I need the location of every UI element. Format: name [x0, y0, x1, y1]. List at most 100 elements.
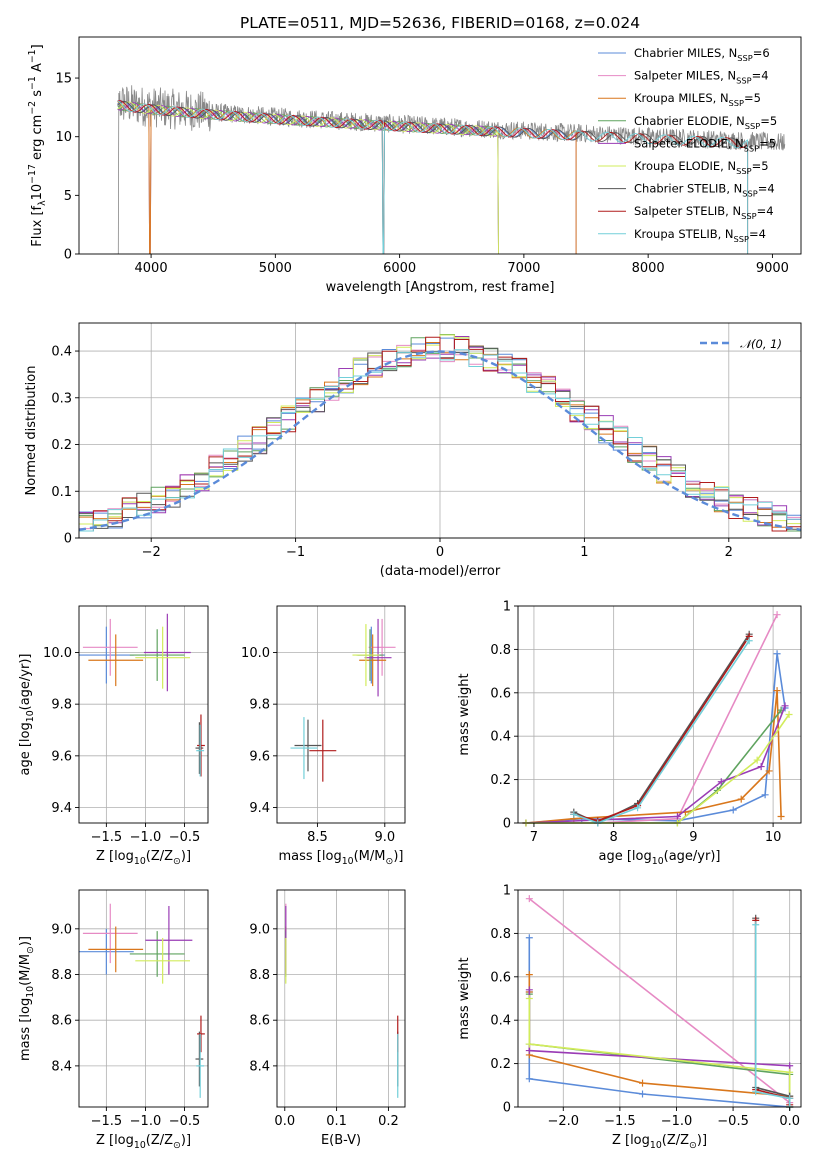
axes-frame: [78, 889, 209, 1108]
weight-marker: [752, 921, 760, 929]
weight-marker: [752, 1088, 760, 1096]
weight-marker: [773, 687, 781, 695]
y-tick-label: 9.6: [51, 749, 72, 764]
legend-label: Salpeter ELODIE, NSSP=5: [634, 136, 776, 153]
y-tick-label: 0.2: [490, 773, 511, 788]
weight-marker: [781, 702, 789, 710]
normal-curve: [78, 350, 802, 531]
y-axis-label: Normed distribution: [24, 366, 39, 496]
weight-line: [525, 690, 782, 824]
weight-marker: [786, 1068, 794, 1076]
y-axis-label: mass weight: [457, 957, 472, 1039]
mass-vs-ebv-panel: 0.0 0.1 0.2 8.4 8.6 8.8 9.0 E(B-V): [249, 889, 406, 1148]
weight-marker: [729, 806, 737, 814]
x-tick-label: 6000: [383, 261, 416, 276]
weight-line: [528, 998, 791, 1107]
legend-label: Salpeter MILES, NSSP=4: [634, 69, 769, 86]
weight-line: [528, 994, 791, 1107]
weight-marker: [570, 810, 578, 818]
y-tick-label: 9.6: [249, 749, 270, 764]
axes-frame: [517, 889, 802, 1108]
x-axis-label: wavelength [Angstrom, rest frame]: [326, 280, 555, 295]
weight-marker: [761, 791, 769, 799]
weight-line: [754, 918, 791, 1107]
y-tick-label: 15: [55, 72, 72, 87]
x-tick-label: 0.2: [378, 1114, 399, 1129]
y-tick-label: 8.4: [249, 1059, 270, 1074]
y-tick-label: 0: [503, 1101, 511, 1116]
x-axis-label: Z [log10(Z/Z⊙)]: [96, 1133, 191, 1151]
weight-marker: [773, 650, 781, 658]
weight-marker: [525, 986, 533, 994]
x-tick-label: 2: [725, 545, 733, 560]
x-axis-label: age [log10(age/yr)]: [599, 849, 721, 867]
y-tick-label: 5: [64, 189, 72, 204]
legend-label: Kroupa ELODIE, NSSP=5: [634, 159, 769, 176]
y-tick-label: 8.8: [51, 968, 72, 983]
weight-marker: [525, 934, 533, 942]
x-axis-label: Z [log10(Z/Z⊙)]: [612, 1133, 707, 1151]
weight-marker: [777, 812, 785, 820]
x-tick-label: 0: [436, 545, 444, 560]
y-tick-label: 9.8: [51, 698, 72, 713]
y-axis-label: mass weight: [457, 673, 472, 755]
figure-title: PLATE=0511, MJD=52636, FIBERID=0168, z=0…: [240, 14, 640, 32]
weight-marker: [639, 1079, 647, 1087]
legend-label: Chabrier ELODIE, NSSP=5: [634, 114, 777, 131]
x-tick-label: −1.0: [130, 1114, 162, 1129]
spectrum-panel: 4000 5000 6000 7000 8000 9000 0 5 10 15 wavelength…: [27, 36, 802, 295]
weight-line: [528, 974, 791, 1107]
y-tick-label: 9.8: [249, 698, 270, 713]
age-vs-Z-panel: −1.5 −1.0 −0.5 9.4 9.6 9.8 10.0 Z [log10(Z/Z⊙)]…: [18, 605, 209, 867]
x-tick-label: −0.5: [169, 1114, 201, 1129]
x-tick-label: 4000: [135, 261, 168, 276]
x-tick-label: 8000: [632, 261, 665, 276]
x-tick-label: 8: [610, 830, 618, 845]
weight-line: [528, 898, 791, 1107]
age-vs-mass-panel: 8.5 9.0 9.4 9.6 9.8 10.0 mass [log10(M/M⊙)]: [241, 605, 406, 867]
weight-marker: [773, 611, 781, 619]
x-tick-label: 9: [689, 830, 697, 845]
weight-marker: [745, 637, 753, 645]
x-axis-label: E(B-V): [321, 1133, 361, 1148]
y-tick-label: 0.6: [490, 686, 511, 701]
x-axis-label: mass [log10(M/M⊙)]: [279, 849, 404, 867]
weight-marker: [525, 1047, 533, 1055]
mass-weight-vs-Z-panel: −2.0 −1.5 −1.0 −0.5 0.0 0 0.2 0.4 0.6 0.8 1 Z [log1…: [457, 884, 802, 1151]
y-tick-label: 8.6: [51, 1014, 72, 1029]
weight-marker: [673, 812, 681, 820]
weight-line: [573, 640, 750, 824]
y-tick-label: 1: [503, 884, 511, 899]
x-tick-label: 8.5: [307, 830, 328, 845]
x-tick-label: 9000: [756, 261, 789, 276]
model-spectrum-line: [117, 102, 499, 254]
weight-line: [528, 937, 790, 1108]
y-tick-label: 10.0: [43, 646, 72, 661]
weight-line: [526, 614, 778, 824]
weight-marker: [525, 1040, 533, 1048]
y-tick-label: 9.0: [51, 922, 72, 937]
axes-frame: [78, 605, 209, 824]
weight-marker: [634, 804, 642, 812]
axes-frame: [78, 36, 802, 255]
y-tick-label: 9.4: [249, 801, 270, 816]
x-axis-label: (data-model)/error: [380, 564, 501, 579]
y-tick-label: 0.2: [51, 438, 72, 453]
x-tick-label: 7000: [507, 261, 540, 276]
y-tick-label: 0.6: [490, 970, 511, 985]
plots: 4000 5000 6000 7000 8000 9000051015wavelength…: [18, 36, 802, 1151]
y-tick-label: 10: [55, 130, 72, 145]
y-tick-label: 0: [503, 817, 511, 832]
x-tick-label: −1.0: [661, 1114, 693, 1129]
weight-marker: [786, 1094, 794, 1102]
weight-marker: [785, 711, 793, 718]
y-axis-label: Flux [fλ10−17 erg cm−2 s−1 A−1]: [27, 44, 48, 246]
legend-label: Salpeter STELIB, NSSP=4: [634, 204, 774, 221]
x-tick-label: −1: [286, 545, 305, 560]
y-tick-label: 8.6: [249, 1014, 270, 1029]
y-axis-label: mass [log10(M/M⊙)]: [18, 936, 36, 1061]
model-spectrum-line: [117, 100, 577, 254]
y-tick-label: 0: [64, 248, 72, 263]
model-spectrum-line: [117, 100, 749, 254]
y-tick-label: 0.1: [51, 485, 72, 500]
